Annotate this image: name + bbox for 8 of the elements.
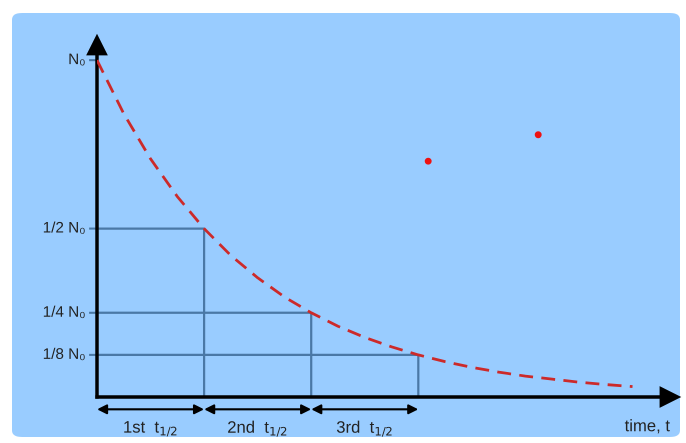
x-axis-title: time, t: [624, 419, 670, 434]
text: 1st t$_{1/2}$: [124, 421, 176, 436]
text: 3rd t$_{1/2}$: [336, 420, 392, 437]
text: 2nd t$_{1/2}$: [228, 420, 286, 437]
text: 1/8 N₀: [44, 348, 85, 360]
text: N₀: [69, 54, 85, 66]
text: 1/4 N₀: [44, 306, 85, 318]
text: 1/2 N₀: [44, 221, 85, 234]
